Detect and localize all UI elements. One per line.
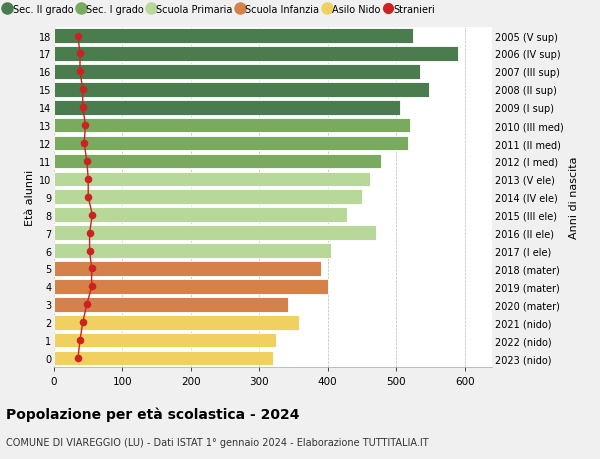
Point <box>78 319 88 326</box>
Bar <box>54 190 362 205</box>
Bar <box>54 351 273 365</box>
Point <box>82 301 92 308</box>
Bar <box>54 333 277 348</box>
Point <box>88 212 97 219</box>
Point <box>85 230 94 237</box>
Bar <box>54 244 331 258</box>
Bar <box>54 226 376 241</box>
Point <box>82 158 92 165</box>
Bar <box>54 47 458 62</box>
Point <box>87 283 97 291</box>
Point <box>85 247 94 255</box>
Text: COMUNE DI VIAREGGIO (LU) - Dati ISTAT 1° gennaio 2024 - Elaborazione TUTTITALIA.: COMUNE DI VIAREGGIO (LU) - Dati ISTAT 1°… <box>6 437 428 447</box>
Bar <box>54 262 321 276</box>
Bar <box>54 315 299 330</box>
Text: Popolazione per età scolastica - 2024: Popolazione per età scolastica - 2024 <box>6 406 299 421</box>
Point <box>78 86 88 94</box>
Bar <box>54 208 347 223</box>
Bar <box>54 83 429 97</box>
Point <box>83 176 93 183</box>
Bar <box>54 172 370 187</box>
Point <box>73 355 83 362</box>
Point <box>73 33 83 40</box>
Y-axis label: Età alunni: Età alunni <box>25 169 35 225</box>
Y-axis label: Anni di nascita: Anni di nascita <box>569 156 579 239</box>
Point <box>83 194 93 201</box>
Bar <box>54 101 400 115</box>
Point <box>80 122 90 129</box>
Bar <box>54 280 328 294</box>
Point <box>75 337 85 344</box>
Bar <box>54 118 410 133</box>
Point <box>87 265 97 273</box>
Bar <box>54 154 381 169</box>
Bar <box>54 29 413 44</box>
Legend: Sec. II grado, Sec. I grado, Scuola Primaria, Scuola Infanzia, Asilo Nido, Stran: Sec. II grado, Sec. I grado, Scuola Prim… <box>5 5 435 15</box>
Point <box>78 104 88 112</box>
Point <box>75 68 85 76</box>
Bar <box>54 65 420 79</box>
Bar <box>54 136 408 151</box>
Point <box>75 50 85 58</box>
Point <box>79 140 89 147</box>
Bar <box>54 297 288 312</box>
